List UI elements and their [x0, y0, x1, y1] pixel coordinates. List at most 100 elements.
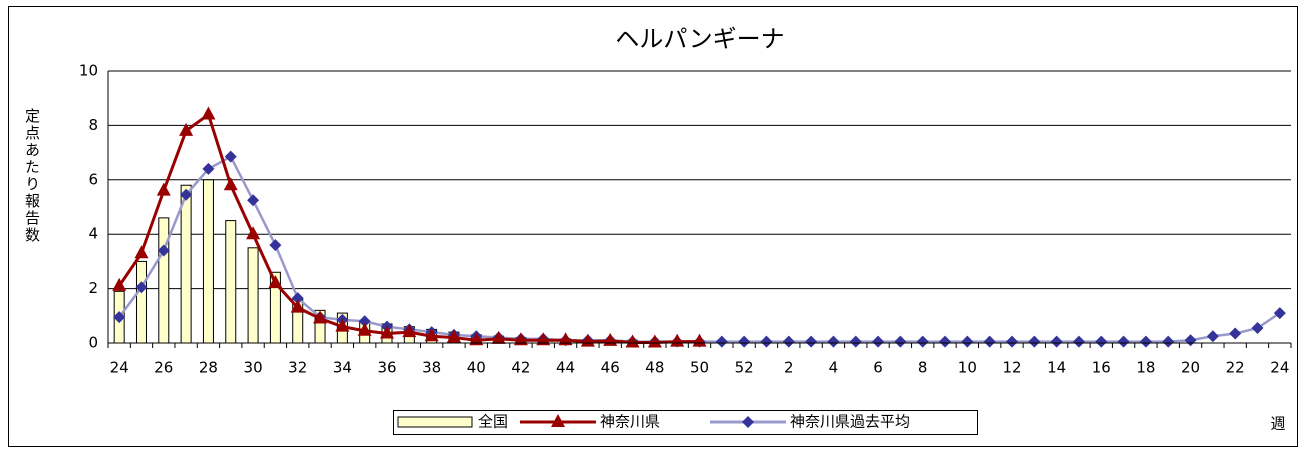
point — [805, 335, 818, 348]
point — [424, 328, 439, 342]
y-tick-label: 2 — [88, 279, 98, 297]
x-tick-label: 14 — [1047, 359, 1066, 377]
x-tick-label: 50 — [690, 359, 709, 377]
point — [357, 322, 372, 336]
x-tick-label: 12 — [1002, 359, 1021, 377]
point — [625, 334, 640, 348]
point — [894, 335, 907, 348]
legend-marker — [551, 414, 565, 427]
x-tick-label: 32 — [288, 359, 307, 377]
x-tick-label: 26 — [154, 359, 173, 377]
point — [469, 332, 484, 346]
point — [246, 226, 261, 240]
point — [760, 335, 773, 348]
y-tick-label: 10 — [79, 62, 98, 80]
point — [291, 292, 304, 305]
point — [358, 315, 371, 328]
y-tick-label: 4 — [88, 225, 98, 243]
point — [1117, 335, 1130, 348]
legend-label: 神奈川県 — [600, 413, 660, 431]
point — [134, 245, 149, 259]
point — [290, 299, 305, 313]
point — [1229, 327, 1242, 340]
chart-border — [8, 6, 1298, 447]
bar — [180, 184, 192, 344]
point — [1095, 335, 1108, 348]
point — [402, 324, 417, 338]
bar — [135, 260, 147, 344]
point — [715, 335, 728, 348]
point — [224, 150, 237, 163]
x-tick-label: 16 — [1092, 359, 1111, 377]
x-tick-label: 34 — [333, 359, 352, 377]
point — [647, 334, 662, 348]
x-tick-label: 46 — [601, 359, 620, 377]
point — [446, 329, 461, 343]
x-tick-label: 24 — [110, 359, 129, 377]
x-tick-label: 38 — [422, 359, 441, 377]
point — [939, 335, 952, 348]
y-axis-label: 定点あたり報告数 — [23, 108, 41, 244]
x-tick-label: 48 — [645, 359, 664, 377]
point — [1005, 335, 1018, 348]
point — [1072, 335, 1085, 348]
x-tick-label: 10 — [958, 359, 977, 377]
point — [782, 335, 795, 348]
bar — [225, 220, 237, 344]
point — [961, 335, 974, 348]
y-tick-label: 0 — [88, 334, 98, 352]
point — [380, 325, 395, 339]
point — [1206, 330, 1219, 343]
legend-box — [393, 410, 978, 435]
x-tick-label: 4 — [829, 359, 839, 377]
x-tick-label: 24 — [1270, 359, 1289, 377]
point — [1273, 307, 1286, 320]
x-tick-label: 2 — [784, 359, 794, 377]
point — [112, 277, 127, 291]
point — [202, 162, 215, 175]
x-tick-label: 22 — [1226, 359, 1245, 377]
point — [1251, 322, 1264, 335]
x-axis-label: 週 — [1270, 415, 1285, 433]
x-tick-label: 28 — [199, 359, 218, 377]
x-tick-label: 30 — [244, 359, 263, 377]
point — [1139, 335, 1152, 348]
x-tick-label: 8 — [918, 359, 928, 377]
legend-marker — [742, 416, 754, 428]
point — [491, 330, 506, 344]
point — [738, 335, 751, 348]
point — [513, 332, 528, 346]
point — [1162, 335, 1175, 348]
bar — [247, 247, 259, 344]
point — [1050, 335, 1063, 348]
point — [827, 335, 840, 348]
legend-label: 全国 — [478, 413, 508, 431]
point — [201, 106, 216, 120]
point — [268, 275, 283, 289]
x-tick-label: 18 — [1136, 359, 1155, 377]
point — [179, 122, 194, 136]
point — [849, 335, 862, 348]
legend-label: 神奈川県過去平均 — [790, 413, 910, 431]
point — [247, 194, 260, 207]
y-tick-label: 8 — [88, 116, 98, 134]
point — [1028, 335, 1041, 348]
x-tick-label: 40 — [467, 359, 486, 377]
point — [983, 335, 996, 348]
point — [113, 311, 126, 324]
legend-swatch — [397, 416, 473, 428]
point — [313, 310, 328, 324]
bar — [158, 217, 170, 344]
y-tick-label: 6 — [88, 170, 98, 188]
x-tick-label: 6 — [873, 359, 883, 377]
chart-title: ヘルパンギーナ — [615, 25, 784, 53]
x-tick-label: 20 — [1181, 359, 1200, 377]
point — [223, 177, 238, 191]
point — [269, 239, 282, 252]
point — [135, 281, 148, 294]
point — [335, 318, 350, 332]
point — [558, 332, 573, 346]
x-tick-label: 36 — [377, 359, 396, 377]
